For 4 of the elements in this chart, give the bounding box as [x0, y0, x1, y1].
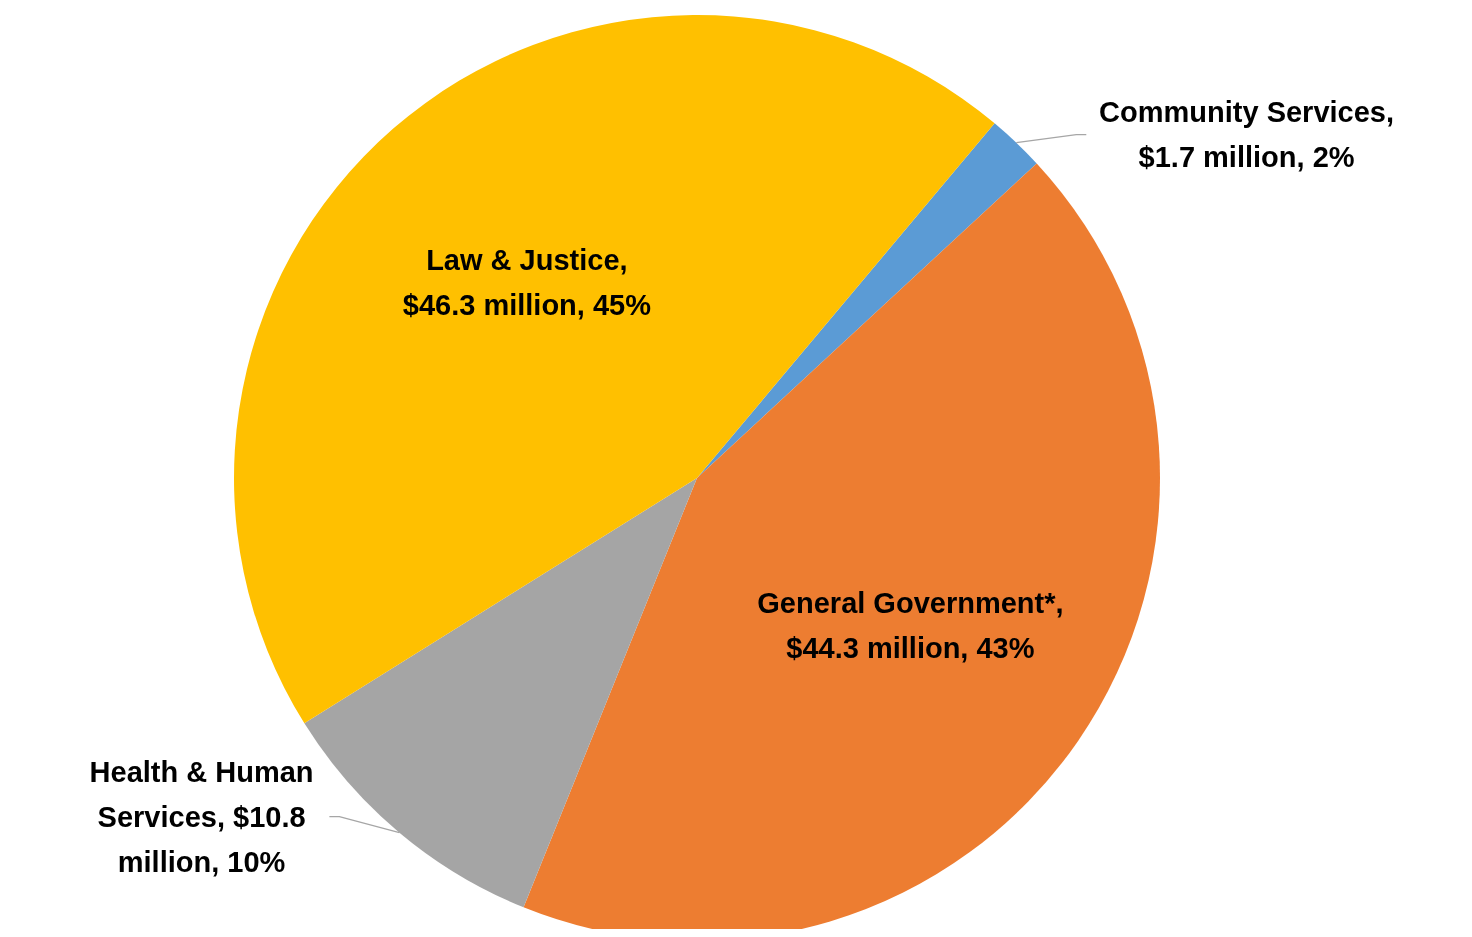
slice-label: General Government*, $44.3 million, 43% — [757, 586, 1064, 664]
slice-label: Health & Human Services, $10.8 million, 10% — [89, 755, 314, 878]
slice-label: Community Services, $1.7 million, 2% — [1099, 96, 1395, 174]
slice-label: Law & Justice, $46.3 million, 45% — [402, 243, 652, 321]
